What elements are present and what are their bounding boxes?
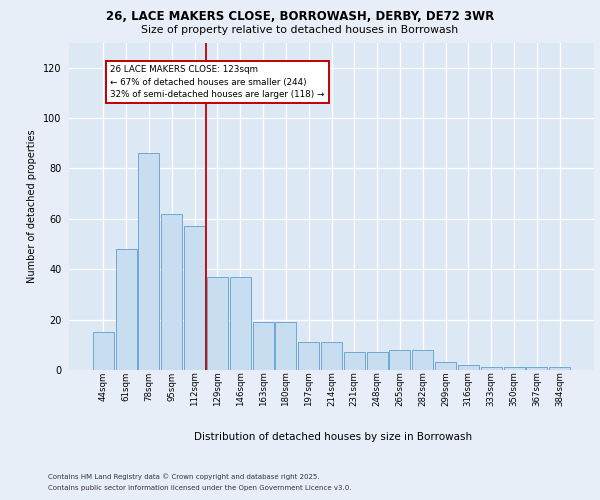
Bar [230, 277, 251, 370]
Bar [207, 277, 228, 370]
Bar [321, 342, 342, 370]
Bar [481, 368, 502, 370]
Bar [298, 342, 319, 370]
Text: 26, LACE MAKERS CLOSE, BORROWASH, DERBY, DE72 3WR: 26, LACE MAKERS CLOSE, BORROWASH, DERBY,… [106, 10, 494, 23]
Text: Size of property relative to detached houses in Borrowash: Size of property relative to detached ho… [142, 25, 458, 35]
Bar [139, 154, 160, 370]
Text: Distribution of detached houses by size in Borrowash: Distribution of detached houses by size … [194, 432, 472, 442]
Bar [184, 226, 205, 370]
Text: Contains public sector information licensed under the Open Government Licence v3: Contains public sector information licen… [48, 485, 352, 491]
Bar [503, 368, 524, 370]
Bar [458, 365, 479, 370]
Bar [412, 350, 433, 370]
Bar [367, 352, 388, 370]
Bar [253, 322, 274, 370]
Bar [549, 368, 570, 370]
Text: 26 LACE MAKERS CLOSE: 123sqm
← 67% of detached houses are smaller (244)
32% of s: 26 LACE MAKERS CLOSE: 123sqm ← 67% of de… [110, 65, 325, 99]
Bar [116, 249, 137, 370]
Text: Contains HM Land Registry data © Crown copyright and database right 2025.: Contains HM Land Registry data © Crown c… [48, 474, 320, 480]
Bar [389, 350, 410, 370]
Bar [435, 362, 456, 370]
Bar [93, 332, 114, 370]
Bar [344, 352, 365, 370]
Y-axis label: Number of detached properties: Number of detached properties [28, 130, 37, 283]
Bar [161, 214, 182, 370]
Bar [526, 368, 547, 370]
Bar [275, 322, 296, 370]
